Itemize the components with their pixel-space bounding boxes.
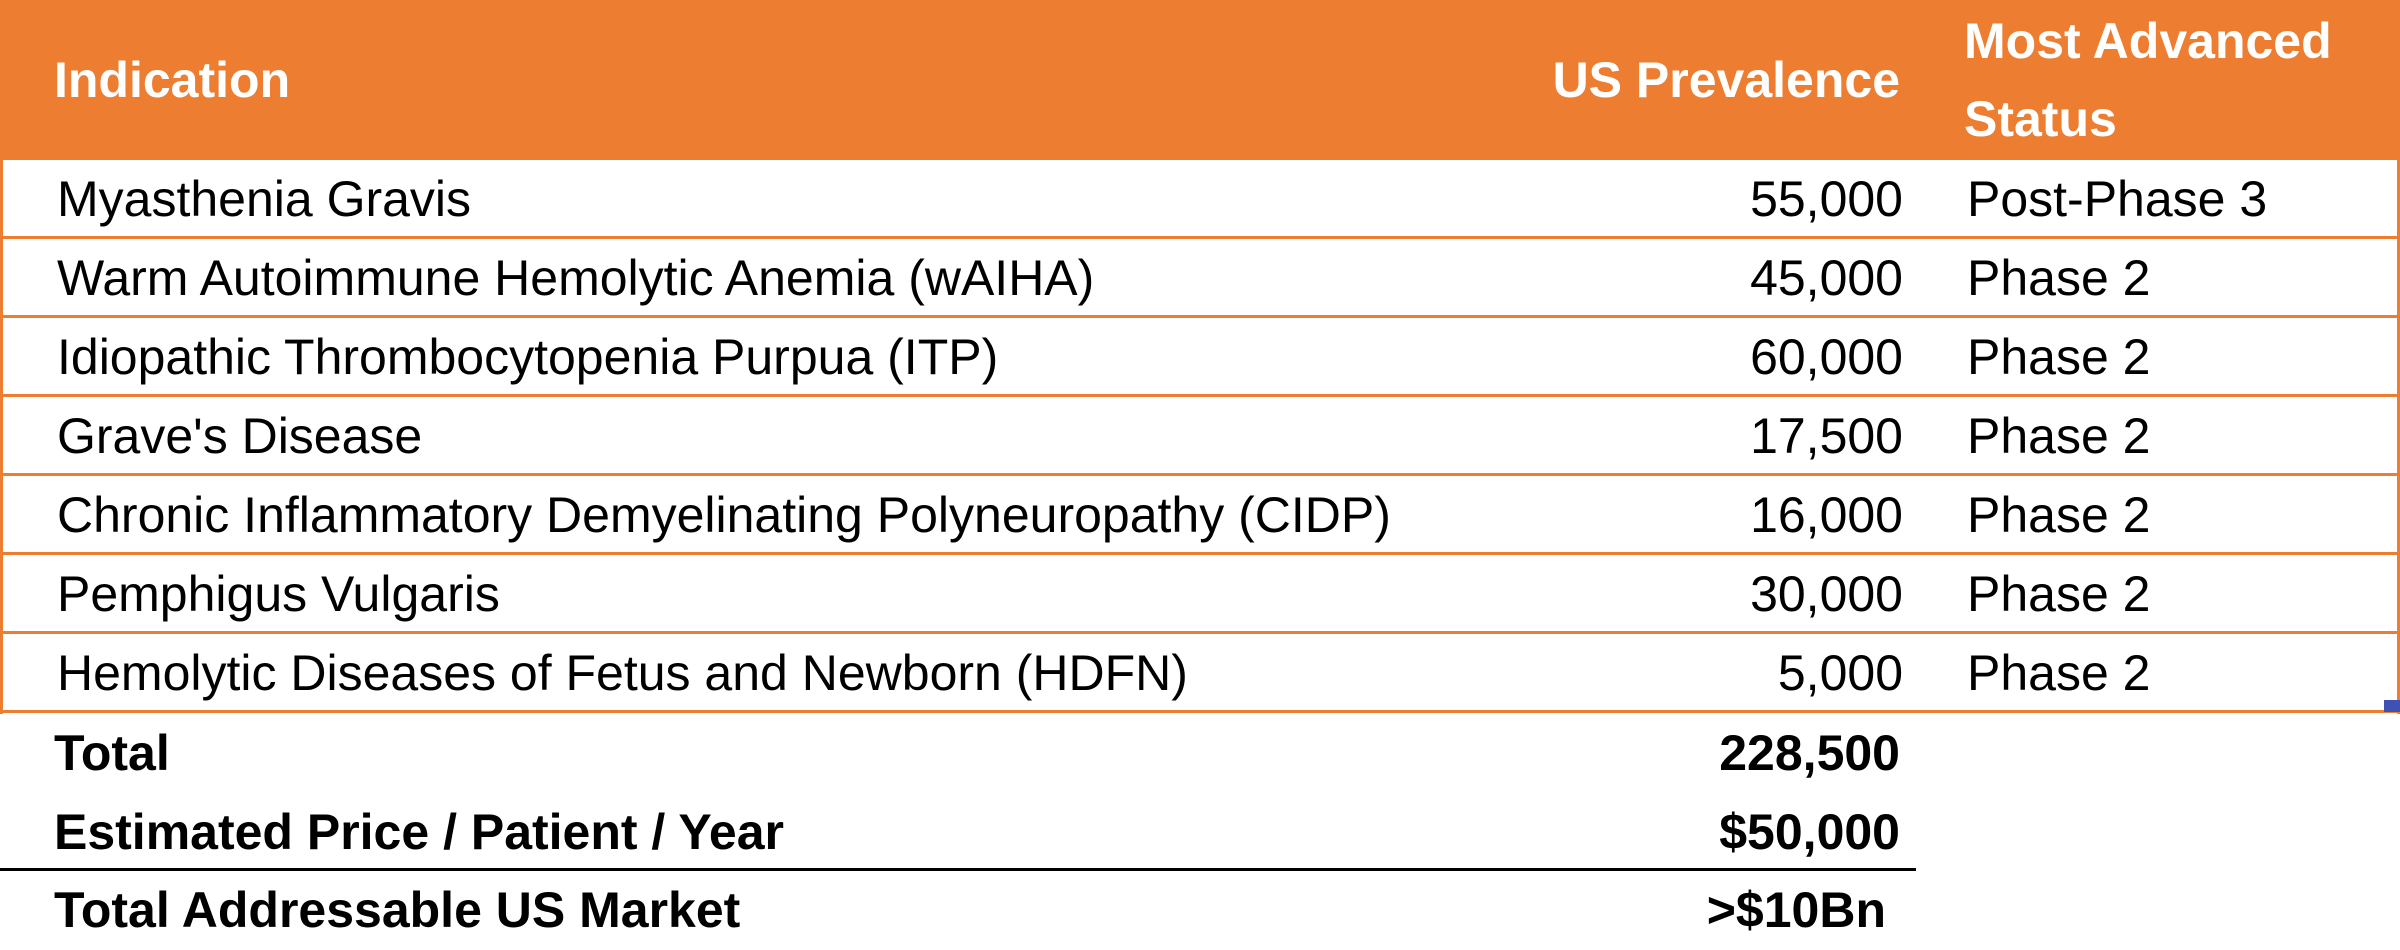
summary-divider	[0, 868, 1916, 871]
cell-indication[interactable]: Idiopathic Thrombocytopenia Purpua (ITP)	[57, 329, 999, 385]
price-value[interactable]: $50,000	[1719, 804, 1900, 860]
market-value[interactable]: >$10Bn	[1706, 882, 1886, 938]
cell-indication[interactable]: Warm Autoimmune Hemolytic Anemia (wAIHA)	[57, 250, 1095, 306]
summary-row-total[interactable]: Total 228,500	[0, 714, 1916, 793]
table-row[interactable]: Warm Autoimmune Hemolytic Anemia (wAIHA)…	[3, 239, 2400, 318]
cell-prevalence[interactable]: 60,000	[1750, 329, 1903, 385]
cell-prevalence[interactable]: 55,000	[1750, 171, 1903, 227]
table-row[interactable]: Grave's Disease 17,500 Phase 2	[3, 397, 2400, 476]
cell-prevalence[interactable]: 17,500	[1750, 408, 1903, 464]
total-label[interactable]: Total	[54, 725, 170, 781]
cell-status[interactable]: Phase 2	[1967, 408, 2151, 464]
header-status-line-2: Status	[1964, 91, 2117, 147]
table-row[interactable]: Chronic Inflammatory Demyelinating Polyn…	[3, 476, 2400, 555]
market-label[interactable]: Total Addressable US Market	[54, 882, 741, 938]
cell-indication[interactable]: Grave's Disease	[57, 408, 423, 464]
row-divider	[3, 552, 2400, 555]
total-value[interactable]: 228,500	[1719, 725, 1900, 781]
selection-fill-handle[interactable]	[2384, 700, 2400, 712]
cell-indication[interactable]: Hemolytic Diseases of Fetus and Newborn …	[57, 645, 1188, 701]
table-row[interactable]: Hemolytic Diseases of Fetus and Newborn …	[3, 634, 2400, 713]
cell-indication[interactable]: Pemphigus Vulgaris	[57, 566, 500, 622]
cell-prevalence[interactable]: 30,000	[1750, 566, 1903, 622]
header-indication[interactable]: Indication	[54, 52, 291, 108]
row-divider	[3, 236, 2400, 239]
row-divider	[3, 315, 2400, 318]
cell-status[interactable]: Post-Phase 3	[1967, 171, 2268, 227]
row-divider	[3, 394, 2400, 397]
table-row[interactable]: Myasthenia Gravis 55,000 Post-Phase 3	[3, 160, 2400, 239]
cell-prevalence[interactable]: 5,000	[1777, 645, 1903, 701]
row-divider	[3, 710, 2400, 713]
summary-row-price[interactable]: Estimated Price / Patient / Year $50,000	[0, 793, 1916, 872]
price-label[interactable]: Estimated Price / Patient / Year	[54, 804, 784, 860]
table-header: Indication US Prevalence Most Advanced S…	[0, 0, 2400, 160]
cell-status[interactable]: Phase 2	[1967, 645, 2151, 701]
cell-indication[interactable]: Myasthenia Gravis	[57, 171, 472, 227]
cell-status[interactable]: Phase 2	[1967, 329, 2151, 385]
header-most-advanced-status[interactable]: Most Advanced Status	[1964, 2, 2384, 158]
cell-status[interactable]: Phase 2	[1967, 250, 2151, 306]
header-status-line-1: Most Advanced	[1964, 13, 2332, 69]
cell-prevalence[interactable]: 45,000	[1750, 250, 1903, 306]
summary-row-market[interactable]: Total Addressable US Market >$10Bn	[0, 871, 1916, 950]
cell-prevalence[interactable]: 16,000	[1750, 487, 1903, 543]
header-us-prevalence[interactable]: US Prevalence	[1552, 52, 1900, 108]
cell-status[interactable]: Phase 2	[1967, 566, 2151, 622]
table-row[interactable]: Pemphigus Vulgaris 30,000 Phase 2	[3, 555, 2400, 634]
table-body: Myasthenia Gravis 55,000 Post-Phase 3 Wa…	[0, 160, 2400, 714]
row-divider	[3, 473, 2400, 476]
row-divider	[3, 631, 2400, 634]
cell-indication[interactable]: Chronic Inflammatory Demyelinating Polyn…	[57, 487, 1391, 543]
table-row[interactable]: Idiopathic Thrombocytopenia Purpua (ITP)…	[3, 318, 2400, 397]
cell-status[interactable]: Phase 2	[1967, 487, 2151, 543]
